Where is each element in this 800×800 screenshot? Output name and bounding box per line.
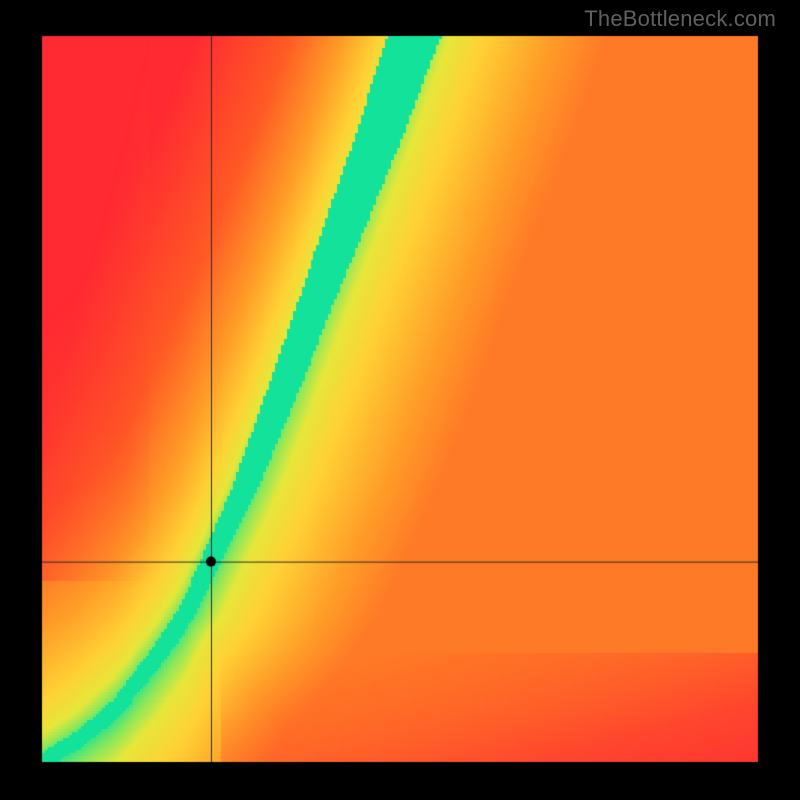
- bottleneck-heatmap: [0, 0, 800, 800]
- figure-container: TheBottleneck.com: [0, 0, 800, 800]
- watermark-label: TheBottleneck.com: [584, 6, 776, 32]
